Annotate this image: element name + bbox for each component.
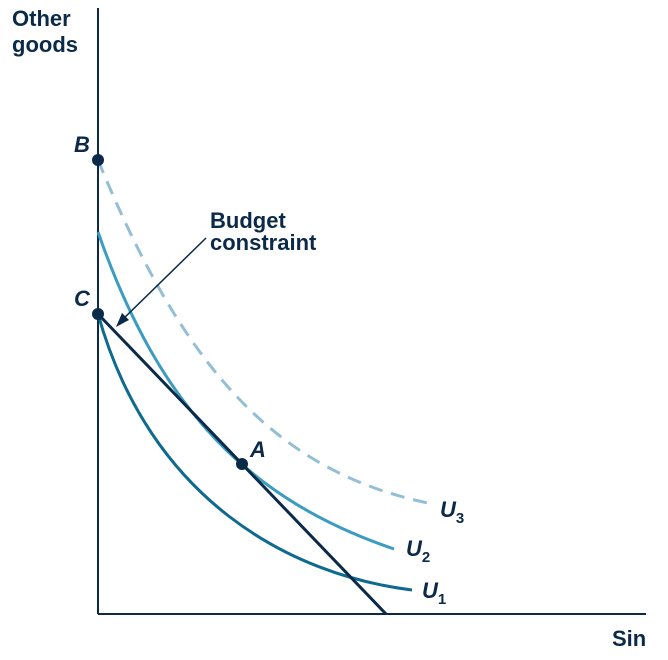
budget-constraint-arrow [119,237,207,323]
point-c [92,308,104,320]
curve-label-u1-letter: U [422,578,439,603]
curve-label-u1-sub: 1 [438,591,446,608]
budget-constraint-arrowhead [116,313,129,327]
point-b-label: B [74,132,90,157]
point-a [236,458,248,470]
curve-label-u3: U3 [440,497,464,527]
point-c-label: C [74,286,91,311]
x-axis-label: Sin [612,626,646,651]
budget-constraint-label-line2: constraint [210,230,317,255]
curve-label-u2-sub: 2 [422,549,430,566]
curve-label-u2-letter: U [406,536,423,561]
budget-constraint-label-line1: Budget [210,208,286,233]
curve-label-u3-sub: 3 [456,510,464,527]
curve-label-u1: U1 [422,578,446,608]
indifference-curve-u2 [96,231,395,551]
y-axis-label-line2: goods [12,32,78,57]
y-axis-label-line1: Other [12,6,71,31]
point-b [92,154,104,166]
curve-label-u2: U2 [406,536,430,566]
point-a-label: A [249,437,266,462]
indifference-curve-u1 [96,313,413,592]
curve-label-u3-letter: U [440,497,457,522]
